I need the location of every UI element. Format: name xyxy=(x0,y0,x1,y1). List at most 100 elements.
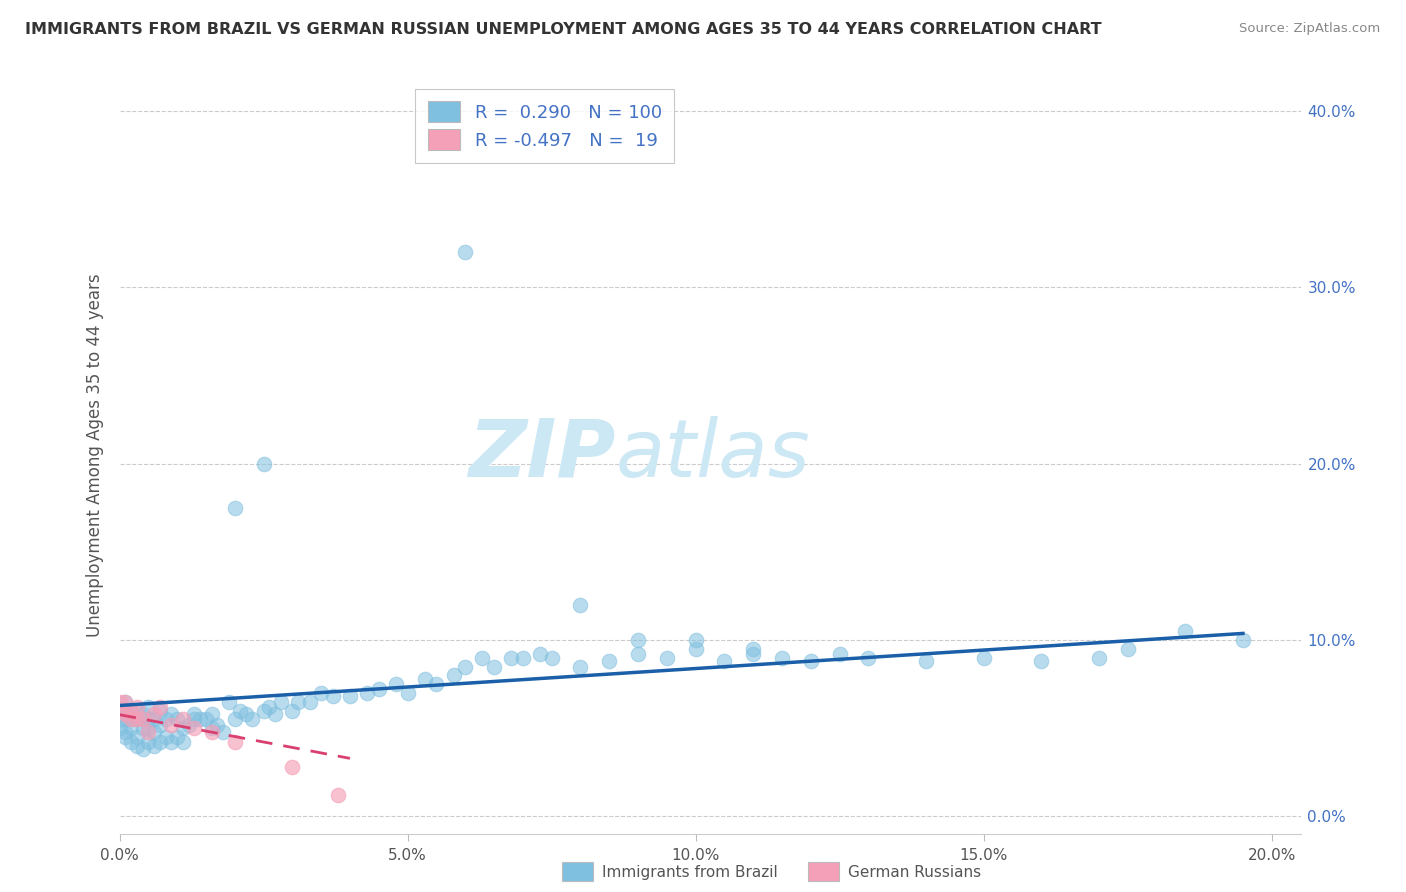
Point xyxy=(973,650,995,665)
Point xyxy=(259,700,281,714)
Point xyxy=(114,707,136,722)
Point xyxy=(183,713,205,727)
Point xyxy=(425,677,447,691)
Point xyxy=(713,654,735,668)
Point xyxy=(183,707,205,722)
Point xyxy=(224,735,246,749)
Point xyxy=(529,647,551,661)
Point xyxy=(160,735,183,749)
Point xyxy=(166,713,188,727)
Point xyxy=(443,668,465,682)
Point xyxy=(131,707,153,722)
Point xyxy=(252,457,274,471)
Point xyxy=(172,721,194,735)
Point xyxy=(270,695,292,709)
Point xyxy=(413,672,436,686)
Point xyxy=(188,713,211,727)
Point xyxy=(287,695,309,709)
Point xyxy=(482,659,505,673)
Point xyxy=(1116,641,1139,656)
Text: atlas: atlas xyxy=(616,416,810,494)
Point xyxy=(172,713,194,727)
Point xyxy=(201,707,224,722)
Point xyxy=(125,700,148,714)
Point xyxy=(172,735,194,749)
Point xyxy=(915,654,938,668)
Point xyxy=(454,245,477,260)
Point xyxy=(356,686,378,700)
Point xyxy=(136,735,159,749)
Text: IMMIGRANTS FROM BRAZIL VS GERMAN RUSSIAN UNEMPLOYMENT AMONG AGES 35 TO 44 YEARS : IMMIGRANTS FROM BRAZIL VS GERMAN RUSSIAN… xyxy=(25,22,1102,37)
Point xyxy=(569,598,592,612)
Point xyxy=(125,730,148,744)
Point xyxy=(598,654,620,668)
Point xyxy=(569,659,592,673)
Point xyxy=(627,633,650,648)
Point xyxy=(108,704,131,718)
Point xyxy=(828,647,851,661)
Point xyxy=(149,735,172,749)
Point xyxy=(655,650,678,665)
Point xyxy=(155,730,177,744)
Point xyxy=(218,695,240,709)
Point xyxy=(540,650,562,665)
Point xyxy=(264,707,287,722)
Point xyxy=(114,724,136,739)
Point xyxy=(1232,633,1254,648)
Point xyxy=(1174,624,1197,639)
Point xyxy=(201,724,224,739)
Point xyxy=(131,721,153,735)
Point xyxy=(742,647,765,661)
Point xyxy=(114,730,136,744)
Point xyxy=(454,659,477,673)
Text: Source: ZipAtlas.com: Source: ZipAtlas.com xyxy=(1240,22,1381,36)
Point xyxy=(800,654,823,668)
Point xyxy=(120,713,142,727)
Point xyxy=(160,717,183,731)
Point xyxy=(742,641,765,656)
Point xyxy=(108,695,131,709)
Point xyxy=(114,713,136,727)
Point xyxy=(136,724,159,739)
Point xyxy=(166,730,188,744)
Point xyxy=(235,707,257,722)
Point xyxy=(120,704,142,718)
Legend: R =  0.290   N = 100, R = -0.497   N =  19: R = 0.290 N = 100, R = -0.497 N = 19 xyxy=(415,88,675,163)
Point xyxy=(396,686,419,700)
Point xyxy=(367,682,389,697)
Point xyxy=(125,704,148,718)
Point xyxy=(194,713,217,727)
Point xyxy=(328,789,350,803)
Point xyxy=(512,650,534,665)
Point xyxy=(177,717,200,731)
Point xyxy=(298,695,321,709)
Point xyxy=(240,713,263,727)
Point xyxy=(149,704,172,718)
Point xyxy=(120,735,142,749)
Point xyxy=(143,707,166,722)
Point xyxy=(770,650,793,665)
Point xyxy=(136,721,159,735)
Point xyxy=(281,704,304,718)
Point xyxy=(1031,654,1053,668)
Point xyxy=(1088,650,1111,665)
Point xyxy=(136,700,159,714)
Point xyxy=(108,704,131,718)
Point xyxy=(131,742,153,756)
Point xyxy=(201,721,224,735)
Point xyxy=(114,695,136,709)
Point xyxy=(224,713,246,727)
Point xyxy=(627,647,650,661)
Point xyxy=(143,713,166,727)
Point xyxy=(309,686,332,700)
Point xyxy=(685,641,707,656)
Point xyxy=(471,650,494,665)
Text: German Russians: German Russians xyxy=(848,865,981,880)
Point xyxy=(155,713,177,727)
Point xyxy=(685,633,707,648)
Point xyxy=(501,650,523,665)
Point xyxy=(858,650,880,665)
Point xyxy=(125,713,148,727)
Point xyxy=(114,704,136,718)
Point xyxy=(108,721,131,735)
